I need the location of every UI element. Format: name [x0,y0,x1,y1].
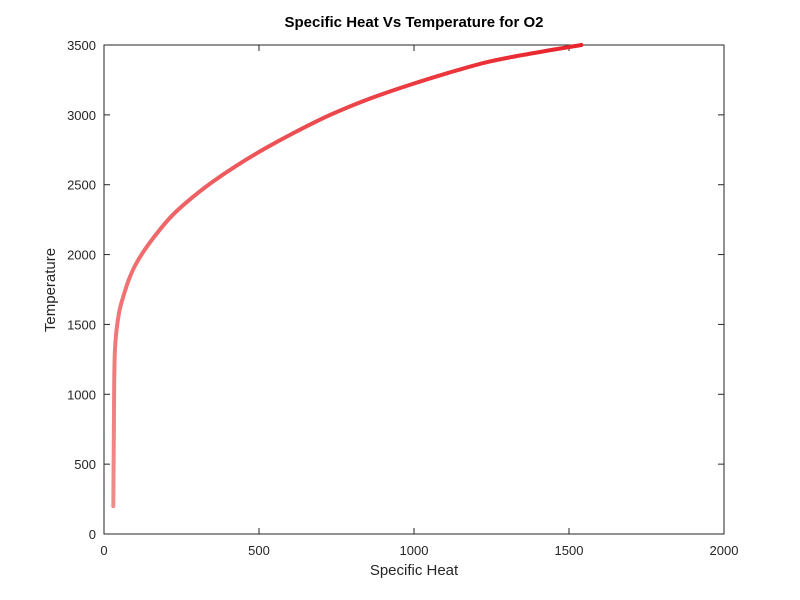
y-axis: 0 500 1000 1500 2000 2500 3000 3500 [67,38,724,542]
x-tick-label: 1500 [555,543,584,558]
x-tick-label: 2000 [710,543,739,558]
x-axis: 0 500 1000 1500 2000 [100,45,738,558]
y-tick-label: 2500 [67,178,96,193]
chart-title: Specific Heat Vs Temperature for O2 [285,14,544,31]
y-axis-label: Temperature [42,248,59,332]
x-tick-label: 500 [248,543,270,558]
y-tick-label: 2000 [67,248,96,263]
series-line [111,43,584,509]
y-tick-label: 1500 [67,317,96,332]
x-axis-label: Specific Heat [370,562,459,579]
plot-frame [103,44,725,535]
y-tick-label: 3500 [67,38,96,53]
y-tick-label: 500 [74,457,96,472]
y-tick-label: 0 [89,527,96,542]
x-tick-label: 0 [100,543,107,558]
y-tick-label: 3000 [67,108,96,123]
x-tick-label: 1000 [400,543,429,558]
y-tick-label: 1000 [67,387,96,402]
